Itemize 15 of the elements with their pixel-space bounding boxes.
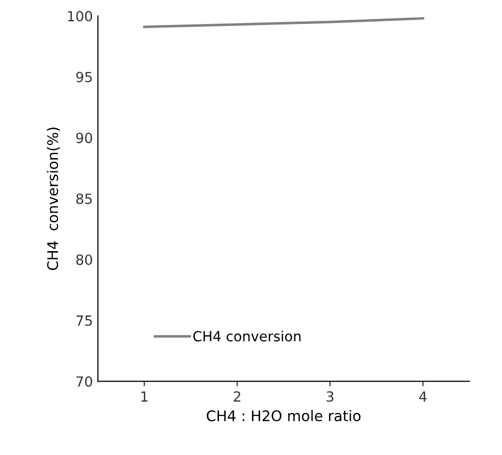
y-axis-title: CH4 conversion(%) [46, 128, 60, 270]
x-tick-label: 3 [326, 391, 334, 402]
x-tick-label: 2 [234, 391, 240, 402]
y-tick-label: 80 [76, 254, 92, 265]
y-tick-label: 85 [76, 194, 92, 204]
y-tick-label: 95 [76, 72, 92, 82]
y-tick-label: 70 [76, 376, 92, 387]
x-tick-label: 4 [419, 391, 427, 402]
y-tick-label: 75 [76, 316, 92, 326]
x-tick-label: 1 [141, 391, 148, 402]
y-tick-label: 90 [76, 132, 92, 144]
legend-label: CH4 conversion [193, 330, 300, 342]
x-axis-title: CH4 : H2O mole ratio [206, 410, 361, 422]
line-series [143, 17, 424, 28]
y-tick-label: 100 [68, 10, 92, 22]
